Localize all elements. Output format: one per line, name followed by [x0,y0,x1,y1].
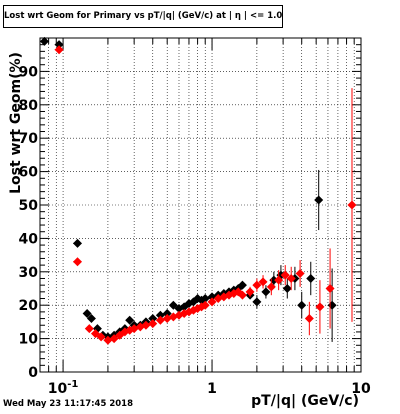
data-point [258,277,268,287]
data-point [162,309,172,319]
series-0 [39,36,337,342]
data-point [245,287,255,297]
y-tick-label: 50 [19,198,39,214]
data-point [297,300,307,310]
data-point [274,275,284,285]
data-point [125,315,135,325]
data-point [237,280,247,290]
data-point [207,297,217,307]
data-marks [39,36,357,345]
data-point [86,314,96,324]
data-point [295,268,305,278]
data-point [39,36,49,46]
data-point [237,290,247,300]
y-tick-label: 10 [19,332,39,348]
data-point [252,280,262,290]
y-axis-label: Lost wrt Geom(%) [8,52,24,194]
datestamp: Wed May 23 11:17:45 2018 [3,399,134,409]
data-point [96,332,106,342]
data-point [286,273,296,283]
chart-title: Lost wrt Geom for Primary vs pT/|q| (GeV… [3,5,283,28]
data-point [54,40,64,50]
data-point [280,270,290,280]
y-tick-label: 0 [28,365,38,381]
data-point [54,45,64,55]
y-tick-label: 60 [19,165,39,181]
data-point [266,282,276,292]
data-point [120,327,130,337]
data-point [282,284,292,293]
data-point [148,314,158,324]
data-point [82,309,92,319]
x-tick-label: 10-1 [48,379,79,397]
y-tick-label: 70 [19,131,39,147]
data-point [304,314,314,324]
y-tick-label: 20 [19,298,39,314]
data-point [325,284,335,293]
y-tick-label: 80 [19,98,39,114]
x-tick-label: 10 [351,381,371,397]
y-tick-label: 40 [19,231,39,247]
x-tick-label: 1 [207,381,217,397]
data-point [155,310,165,320]
data-point [261,287,271,297]
data-point [73,257,83,267]
data-point [315,302,325,312]
data-point [200,294,210,304]
data-point [73,238,83,248]
x-axis-label: pT/|q| (GeV/c) [251,393,359,409]
data-point [327,300,337,310]
data-point [148,319,158,329]
data-point [314,195,324,205]
y-tick-label: 30 [19,265,39,281]
data-point [141,320,151,330]
data-point [200,300,210,310]
series-1 [54,45,357,345]
y-tick-label: 90 [19,64,39,80]
grid [39,38,362,372]
data-point [84,324,94,334]
axis-ticks: 0 10 20 30 40 50 60 70 80 90 10-1 1 10 [19,38,371,397]
data-point [155,315,165,325]
data-point [252,297,262,307]
data-point [347,200,357,210]
data-point [306,273,316,283]
